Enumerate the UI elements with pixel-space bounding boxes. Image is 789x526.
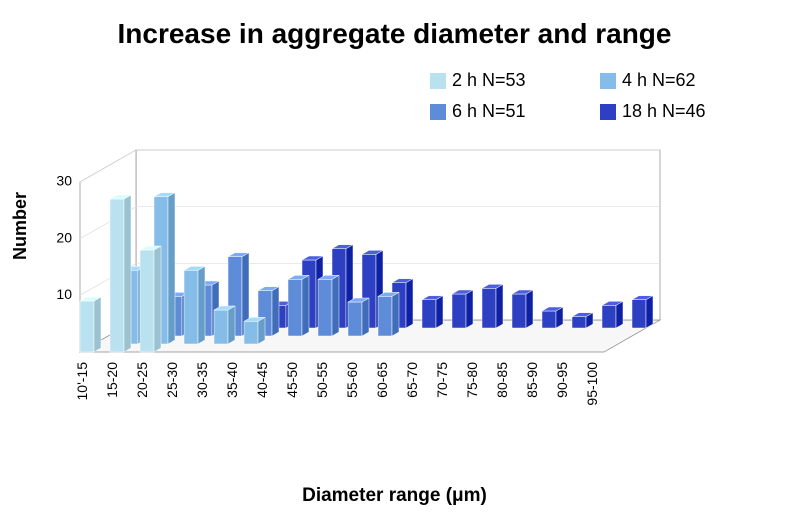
y-tick-label: 10 <box>56 286 72 302</box>
bar-front <box>348 302 362 336</box>
legend-label: 2 h N=53 <box>452 70 526 91</box>
bar-side <box>272 287 279 336</box>
legend-item: 6 h N=51 <box>430 101 600 122</box>
legend-item: 2 h N=53 <box>430 70 600 91</box>
x-tick-label: 25-30 <box>164 362 180 398</box>
x-tick-label: 35-40 <box>224 362 240 398</box>
bar-front <box>482 288 496 328</box>
bar-side <box>526 290 533 328</box>
x-tick-label: 95-100 <box>584 362 600 406</box>
bar-front <box>452 294 466 328</box>
bar-front <box>244 321 258 344</box>
bar-side <box>496 284 503 328</box>
bar-front <box>542 311 556 328</box>
bar-side <box>228 306 235 344</box>
bar-front <box>318 279 332 336</box>
bar-front <box>214 310 228 344</box>
bar-side <box>258 317 265 344</box>
legend-swatch <box>430 73 446 89</box>
x-tick-label: 10'-15 <box>74 362 90 401</box>
bar-side <box>168 193 175 344</box>
y-axis-label: Number <box>10 192 31 260</box>
x-tick-label: 15-20 <box>104 362 120 398</box>
x-tick-label: 45-50 <box>284 362 300 398</box>
bar-front <box>512 294 526 328</box>
bar-front <box>422 300 436 328</box>
legend-swatch <box>430 104 446 120</box>
bar-side <box>154 246 161 352</box>
x-tick-label: 40-45 <box>254 362 270 398</box>
x-tick-label: 60-65 <box>374 362 390 398</box>
bar-front <box>80 301 94 352</box>
legend-swatch <box>600 104 616 120</box>
bar-front <box>288 279 302 336</box>
bar-side <box>124 195 131 352</box>
legend-label: 6 h N=51 <box>452 101 526 122</box>
chart-title: Increase in aggregate diameter and range <box>0 18 789 50</box>
legend-label: 18 h N=46 <box>622 101 706 122</box>
x-tick-label: 70-75 <box>434 362 450 398</box>
bar-front <box>602 305 616 328</box>
legend-label: 4 h N=62 <box>622 70 696 91</box>
x-tick-label: 85-90 <box>524 362 540 398</box>
bar-side <box>466 290 473 328</box>
bar-side <box>436 296 443 328</box>
x-tick-label: 30-35 <box>194 362 210 398</box>
y-tick-label: 30 <box>56 173 72 189</box>
bar-side <box>392 292 399 336</box>
legend-item: 18 h N=46 <box>600 101 770 122</box>
legend-swatch <box>600 73 616 89</box>
x-tick-label: 55-60 <box>344 362 360 398</box>
x-tick-label: 20-25 <box>134 362 150 398</box>
legend-item: 4 h N=62 <box>600 70 770 91</box>
x-axis-label: Diameter range (μm) <box>0 485 789 507</box>
y-tick-label: 20 <box>56 229 72 245</box>
bar-side <box>198 266 205 344</box>
bar-side <box>646 296 653 328</box>
x-tick-label: 65-70 <box>404 362 420 398</box>
bar-side <box>302 275 309 336</box>
bar-front <box>572 317 586 328</box>
bar-chart-svg: 10203010'-1515-2020-2525-3030-3535-4040-… <box>80 120 760 410</box>
bar-side <box>332 275 339 336</box>
bar-front <box>378 296 392 336</box>
bar-front <box>140 250 154 352</box>
bar-side <box>406 279 413 328</box>
bar-side <box>94 297 101 352</box>
bar-side <box>616 301 623 328</box>
bar-front <box>110 199 124 352</box>
x-tick-label: 90-95 <box>554 362 570 398</box>
plot-area: 10203010'-1515-2020-2525-3030-3535-4040-… <box>80 120 760 410</box>
bar-front <box>632 300 646 328</box>
x-tick-label: 75-80 <box>464 362 480 398</box>
bar-front <box>184 270 198 344</box>
x-tick-label: 50-55 <box>314 362 330 398</box>
bar-side <box>362 298 369 336</box>
x-tick-label: 80-85 <box>494 362 510 398</box>
